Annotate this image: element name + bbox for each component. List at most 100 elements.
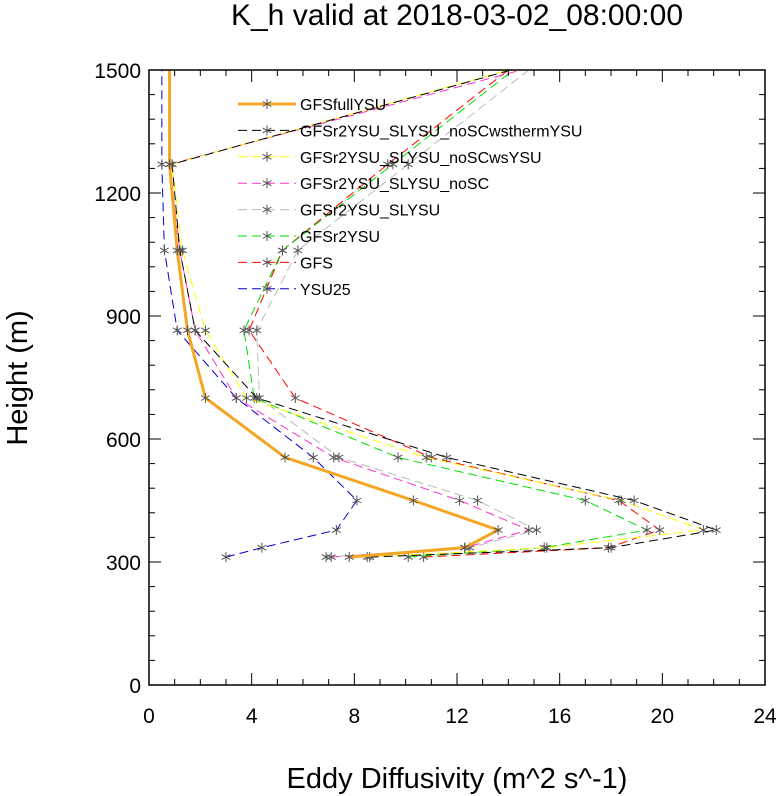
data-point-marker — [290, 393, 300, 403]
series-line — [243, 69, 649, 558]
legend-item: GFSr2YSU_SLYSU_noSC — [238, 176, 489, 193]
data-point-marker — [157, 159, 167, 170]
data-point-marker — [542, 542, 552, 553]
data-point-marker — [200, 393, 211, 403]
data-point-marker — [200, 325, 211, 336]
chart-title: K_h valid at 2018-03-02_08:00:00 — [231, 0, 683, 32]
series-ysu25 — [157, 70, 362, 563]
data-point-marker — [159, 245, 169, 256]
data-point-marker — [421, 452, 431, 463]
data-point-marker — [606, 542, 616, 553]
series-gfsfullysu — [164, 70, 503, 563]
data-point-marker — [293, 245, 303, 256]
x-tick-label: 12 — [445, 705, 468, 728]
data-point-marker — [257, 542, 267, 553]
data-point-marker — [711, 525, 721, 536]
data-point-marker — [493, 525, 503, 536]
data-point-marker — [329, 452, 339, 463]
data-point-marker — [655, 525, 665, 536]
legend-item: GFS — [238, 255, 333, 272]
series-line — [248, 69, 661, 558]
axis-ticks: 0 4 8 12 16 20 24 0 300 600 900 1200 1500 — [94, 60, 777, 728]
x-axis-label: Eddy Diffusivity (m^2 s^-1) — [287, 763, 628, 795]
data-point-marker — [221, 552, 231, 563]
legend-label: GFSr2YSU_SLYSU_noSCwsthermYSU — [300, 123, 582, 140]
x-tick-label: 16 — [548, 705, 571, 728]
legend-label: YSU25 — [300, 282, 351, 299]
y-tick-label: 1200 — [94, 183, 141, 206]
data-point-marker — [241, 393, 252, 403]
data-point-marker — [352, 495, 362, 506]
data-point-marker — [642, 525, 652, 536]
data-point-marker — [326, 552, 336, 563]
x-tick-label: 0 — [143, 705, 155, 728]
x-tick-label: 8 — [348, 705, 360, 728]
series-line — [256, 69, 538, 558]
data-point-marker — [262, 257, 272, 268]
series-gfsr2ysu — [239, 69, 652, 563]
series-line — [168, 70, 502, 559]
legend-label: GFSr2YSU_SLYSU_noSCwsYSU — [300, 150, 542, 167]
legend: GFSfullYSU GFSr2YSU_SLYSU_noSCwsthermYSU G… — [233, 90, 582, 299]
legend-item: GFSr2YSU_SLYSU — [238, 203, 440, 220]
data-point-marker — [164, 159, 175, 170]
plot-area — [157, 69, 721, 563]
data-point-marker — [252, 393, 262, 403]
data-point-marker — [252, 325, 262, 336]
data-point-marker — [190, 325, 200, 336]
data-point-marker — [442, 452, 452, 463]
data-point-marker — [531, 525, 542, 536]
legend-item: GFSr2YSU — [238, 229, 380, 246]
y-tick-label: 300 — [106, 552, 141, 575]
series-gfsr2ysu-slysu-noscwsysu — [167, 69, 708, 563]
data-point-marker — [403, 159, 413, 170]
data-point-marker — [388, 159, 398, 170]
data-point-marker — [344, 552, 354, 563]
y-tick-label: 600 — [106, 429, 141, 452]
data-point-marker — [393, 452, 403, 463]
data-point-marker — [331, 525, 341, 536]
x-tick-label: 20 — [651, 705, 674, 728]
y-tick-label: 900 — [106, 306, 141, 329]
y-axis-label: Height (m) — [2, 310, 34, 445]
data-point-marker — [172, 325, 182, 336]
data-point-marker — [460, 542, 470, 553]
data-point-marker — [472, 495, 483, 506]
data-point-marker — [524, 525, 534, 536]
y-tick-label: 0 — [129, 675, 141, 698]
data-point-marker — [308, 452, 318, 463]
legend-label: GFSfullYSU — [300, 97, 386, 114]
series-line — [171, 69, 719, 558]
legend-label: GFSr2YSU_SLYSU_noSC — [300, 176, 489, 193]
data-point-marker — [580, 495, 590, 506]
data-point-marker — [277, 245, 288, 256]
data-point-marker — [629, 495, 639, 506]
data-point-marker — [172, 245, 182, 256]
legend-label: GFS — [300, 255, 333, 272]
series-line — [168, 69, 531, 558]
series-gfsr2ysu-slysu-nosc — [164, 69, 534, 563]
series-gfsr2ysu-slysu-noscwsthermysu — [167, 69, 721, 563]
data-point-marker — [262, 231, 272, 241]
series-gfsr2ysu-slysu — [252, 69, 542, 563]
data-point-marker — [408, 495, 418, 506]
y-tick-label: 1500 — [94, 60, 141, 83]
data-point-marker — [231, 393, 241, 403]
legend-item: GFSr2YSU_SLYSU_noSCwsthermYSU — [238, 123, 582, 140]
legend-item: GFSr2YSU_SLYSU_noSCwsYSU — [238, 150, 542, 167]
legend-item: GFSfullYSU — [238, 97, 386, 114]
data-point-marker — [239, 325, 249, 336]
data-point-marker — [262, 99, 272, 109]
series-line — [171, 69, 704, 558]
data-point-marker — [454, 495, 465, 506]
legend-item: YSU25 — [238, 282, 351, 299]
series-gfs — [244, 69, 665, 563]
data-point-marker — [182, 325, 193, 336]
data-point-marker — [280, 452, 290, 463]
data-point-marker — [262, 178, 272, 189]
legend-label: GFSr2YSU_SLYSU — [300, 203, 440, 220]
data-point-marker — [262, 151, 272, 162]
legend-label: GFSr2YSU — [300, 229, 380, 246]
x-tick-label: 4 — [246, 705, 258, 728]
